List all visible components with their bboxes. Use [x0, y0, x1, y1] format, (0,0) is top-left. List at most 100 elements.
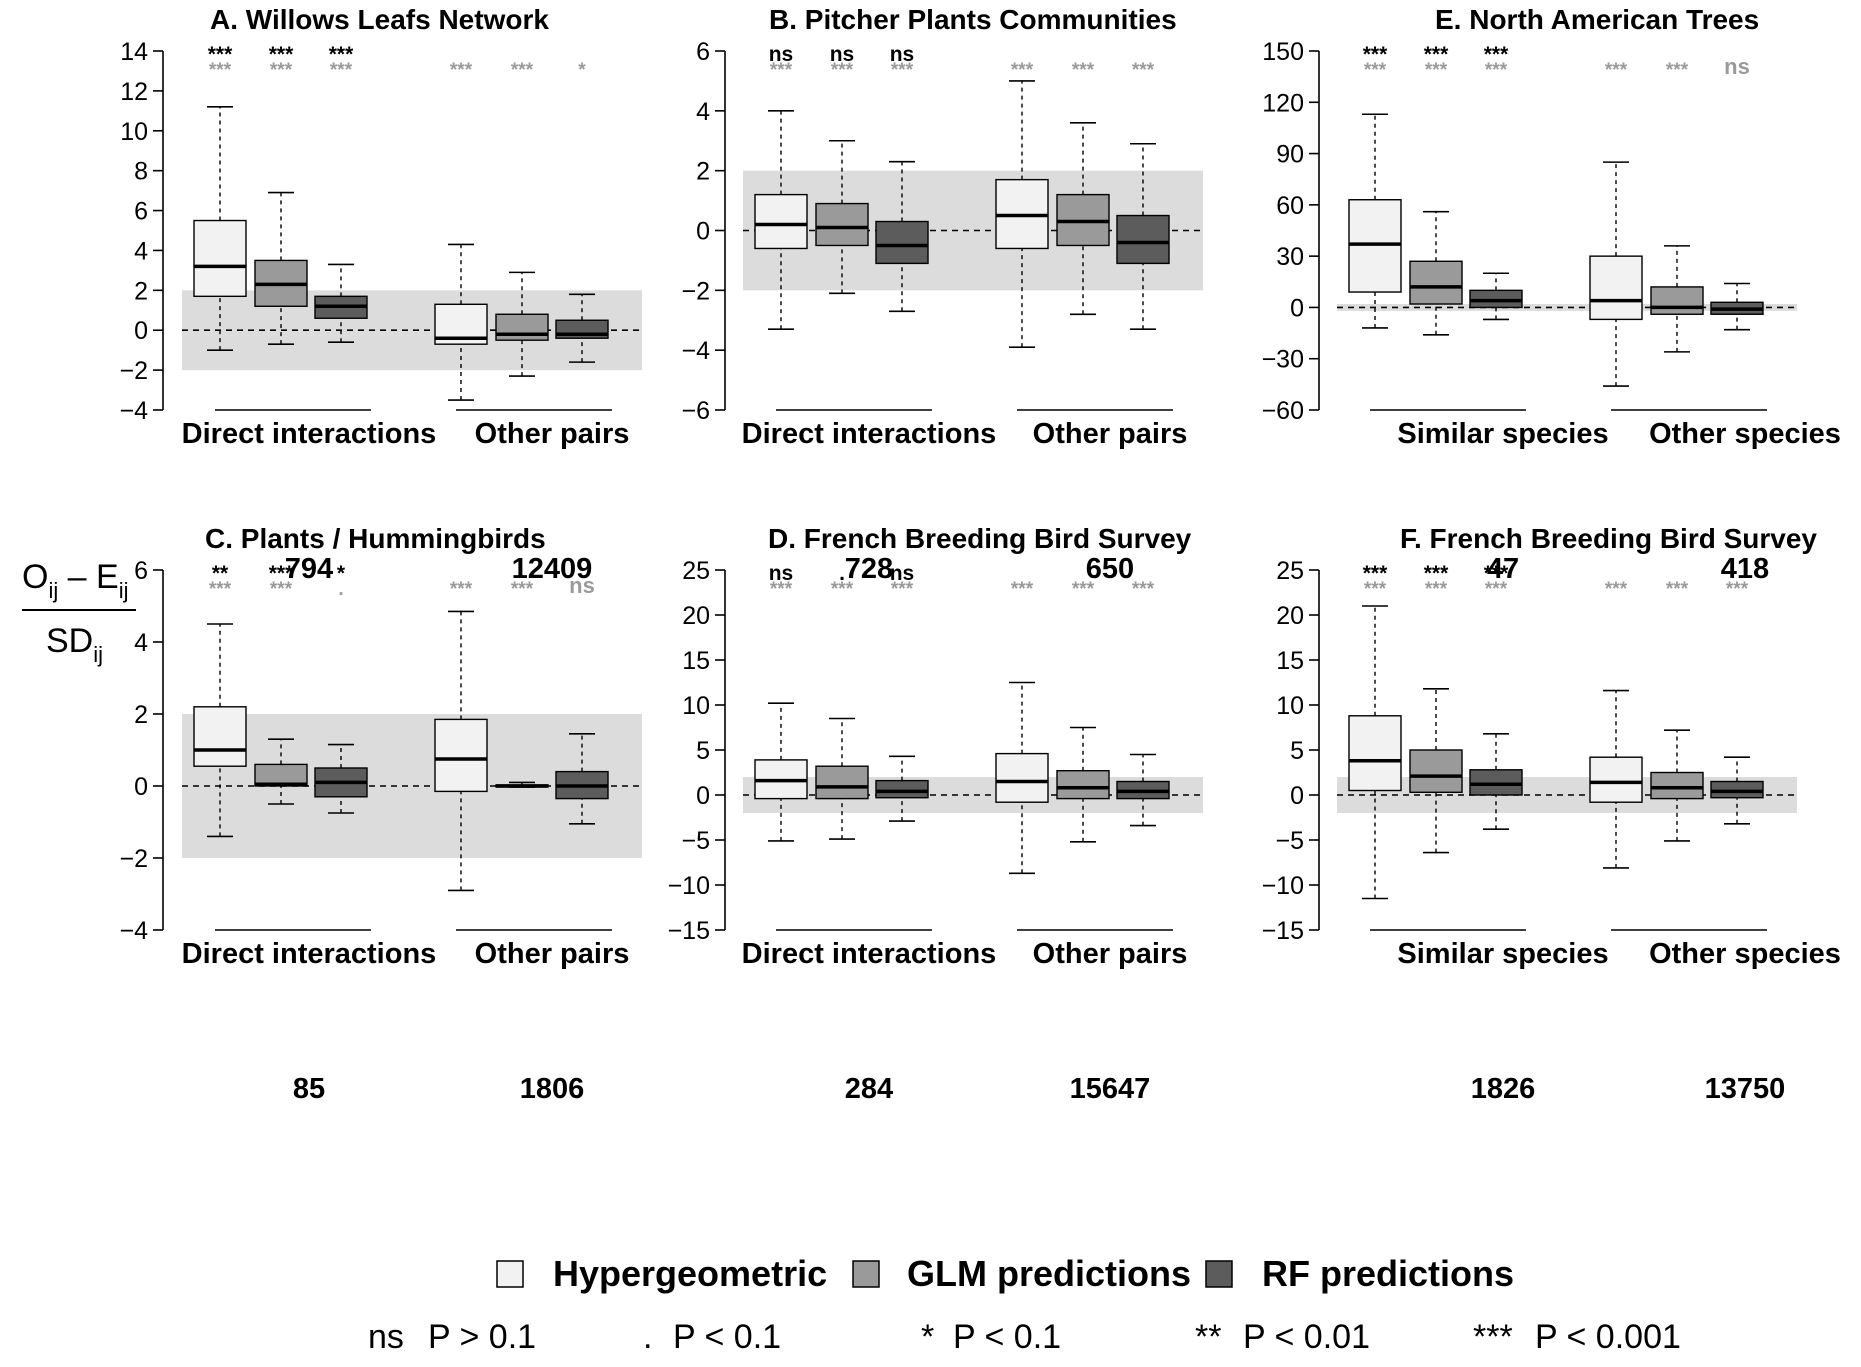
significance-bottom: *** [209, 579, 232, 600]
legend-label-glm: GLM predictions [907, 1253, 1191, 1294]
key-text-star: P < 0.1 [953, 1318, 1061, 1356]
significance-bottom: *** [1605, 579, 1628, 600]
box-glm: *** [1650, 60, 1704, 353]
y-tick-label: −10 [668, 872, 710, 900]
y-label-e-sub: ij [119, 578, 129, 603]
y-tick-label: 6 [134, 557, 148, 585]
significance-bottom: *** [209, 60, 232, 81]
y-tick-label: 0 [696, 218, 710, 246]
box-iqr [754, 193, 808, 250]
box-hyper: ****** [193, 43, 247, 351]
y-tick-label: −15 [668, 917, 710, 945]
panel-title: E. North American Trees [1435, 4, 1759, 35]
significance-top: *** [1484, 43, 1509, 66]
significance-bottom: * [578, 60, 586, 81]
box-hyper: *** [1589, 579, 1643, 869]
box-rf: ns*** [875, 43, 929, 313]
significance-bottom: *** [270, 60, 293, 81]
significance-key: ns P > 0.1 . P < 0.1 * P < 0.1 ** P < 0.… [368, 1318, 1681, 1356]
significance-top: *** [329, 43, 354, 66]
y-tick-label: −4 [681, 337, 710, 365]
significance-bottom: *** [891, 579, 914, 600]
significance-top: *** [1424, 43, 1449, 66]
box-hyper: *** [434, 579, 488, 892]
group-label: Other pairs [475, 418, 630, 450]
group-label: Direct interactions [742, 418, 997, 450]
box-iqr [193, 219, 247, 298]
y-tick-label: −30 [1262, 346, 1304, 374]
box-rf: ns*** [875, 562, 929, 822]
y-tick-label: −2 [681, 277, 710, 305]
box-glm: ****** [254, 562, 308, 805]
panel-title: D. French Breeding Bird Survey [768, 523, 1192, 554]
group-label: Other pairs [475, 938, 630, 970]
y-tick-label: 30 [1276, 243, 1304, 271]
box-iqr [1409, 749, 1463, 793]
legend-swatch-glm [852, 1260, 880, 1288]
y-tick-label: 25 [1276, 557, 1304, 585]
significance-top: *** [269, 43, 294, 66]
y-tick-label: 8 [134, 158, 148, 186]
y-tick-label: 0 [134, 773, 148, 801]
significance-bottom: *** [450, 60, 473, 81]
group-other-species: Other species 13750 *** *** *** [1589, 579, 1841, 1105]
significance-bottom: *** [1666, 60, 1689, 81]
group-sample-size: 47 [1487, 553, 1519, 585]
y-tick-label: −10 [1262, 872, 1304, 900]
box-iqr [1409, 260, 1463, 305]
panel-e: E. North American Trees −60 −30 0 30 60 90 120 1… [1262, 4, 1841, 585]
y-tick-label: 10 [120, 118, 148, 146]
y-tick-label: −2 [119, 845, 148, 873]
significance-top: *** [1363, 43, 1388, 66]
group-label: Similar species [1397, 418, 1608, 450]
significance-top: *** [1424, 562, 1449, 585]
significance-bottom: *** [1011, 579, 1034, 600]
box-glm: *** [1056, 579, 1110, 843]
y-tick-label: −5 [1275, 827, 1304, 855]
significance-top: ns [769, 43, 794, 66]
box-hyper: ns*** [754, 562, 808, 842]
y-tick-label: 90 [1276, 141, 1304, 169]
y-label-sd-text: SD [46, 622, 93, 660]
legend-swatch-hypergeometric [496, 1260, 524, 1288]
key-symbol-three-star: *** [1473, 1318, 1513, 1356]
significance-bottom: ns [569, 573, 595, 598]
group-label: Similar species [1397, 938, 1608, 970]
key-symbol-ns: ns [368, 1318, 404, 1356]
significance-bottom: *** [1666, 579, 1689, 600]
y-label-o-text: O [22, 558, 48, 596]
box-iqr [1589, 255, 1643, 321]
significance-top: ns [890, 562, 915, 585]
y-tick-label: 5 [696, 737, 710, 765]
group-sample-size: 15647 [1070, 1073, 1151, 1105]
box-rf: ****** [1469, 562, 1523, 831]
y-tick-label: 6 [696, 38, 710, 66]
significance-bottom: *** [1726, 579, 1749, 600]
box-hyper: ****** [1348, 562, 1402, 900]
group-other-pairs: Other pairs 650 *** *** *** [995, 60, 1187, 585]
significance-bottom: *** [1132, 579, 1155, 600]
group-other-pairs: Other pairs 15647 *** *** *** [995, 579, 1188, 1105]
box-iqr [193, 706, 247, 767]
y-tick-label: 20 [1276, 602, 1304, 630]
group-label: Other species [1649, 418, 1841, 450]
y-tick-label: 60 [1276, 192, 1304, 220]
significance-bottom: *** [891, 60, 914, 81]
box-hyper: *** [434, 60, 488, 401]
y-label-o: Oij – Eij [22, 558, 129, 603]
legend-swatch-rf [1205, 1260, 1233, 1288]
box-iqr [254, 763, 308, 787]
box-iqr [875, 779, 929, 799]
box-iqr [815, 202, 869, 247]
significance-top: . [839, 562, 845, 585]
y-tick-label: 0 [696, 782, 710, 810]
key-symbol-star: * [921, 1318, 934, 1356]
group-label: Other pairs [1033, 938, 1188, 970]
significance-top: * [337, 562, 346, 585]
box-glm: ****** [1409, 43, 1463, 336]
